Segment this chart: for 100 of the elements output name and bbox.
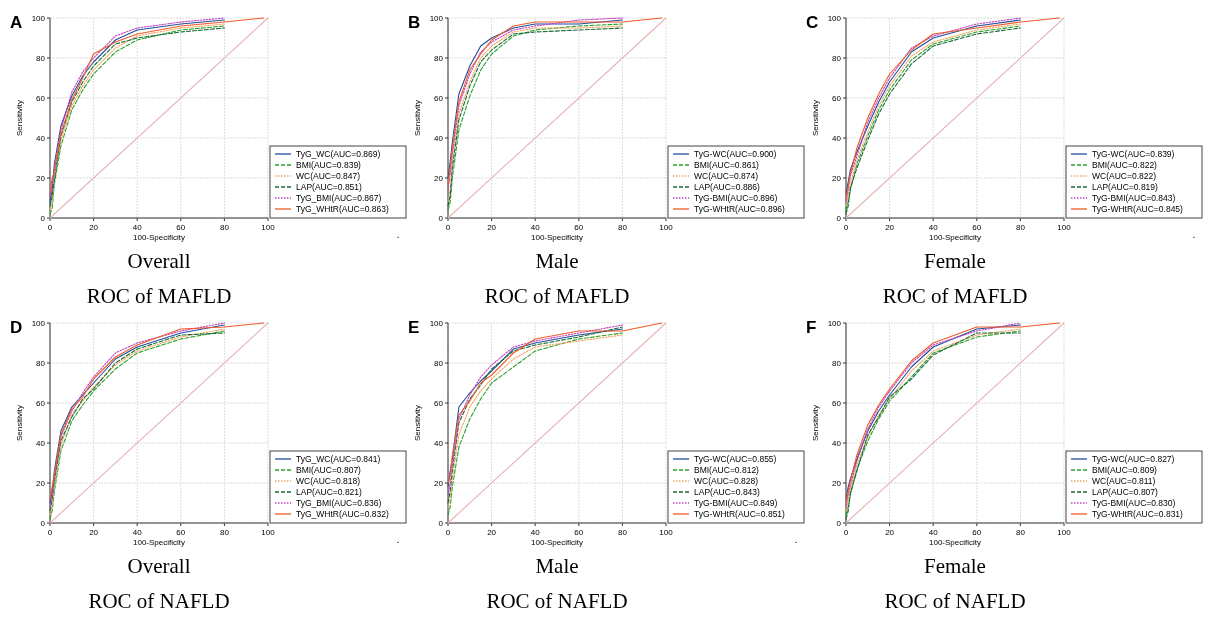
y-tick-label: 40 [434, 134, 444, 143]
x-tick-label: 0 [843, 528, 849, 537]
y-tick-label: 20 [434, 174, 444, 183]
y-tick-label: 100 [827, 319, 842, 328]
y-tick-label: 0 [438, 214, 444, 223]
legend-label: TyG-WC(AUC=0.900) [694, 149, 777, 159]
x-tick-label: 60 [972, 223, 982, 232]
x-tick-label: 40 [928, 223, 939, 232]
x-tick-label: 0 [843, 223, 849, 232]
y-tick-label: 40 [832, 134, 842, 143]
text: . [794, 534, 798, 545]
x-tick-label: 0 [47, 528, 53, 537]
text: Female [924, 554, 986, 578]
y-tick-label: 0 [40, 214, 46, 223]
x-tick-label: 20 [885, 223, 895, 232]
legend-label: BMI(AUC=0.839) [296, 160, 362, 170]
text: ROC of NAFLD [88, 589, 230, 613]
x-tick-label: 80 [1015, 223, 1026, 232]
x-tick-label: 20 [89, 528, 99, 537]
x-axis-title: 100-Specificity [132, 233, 186, 242]
y-tick-label: 0 [836, 214, 842, 223]
legend-label: WC(AUC=0.847) [296, 171, 361, 181]
legend-label: TyG-WHtR(AUC=0.896) [694, 204, 786, 214]
legend-label: BMI(AUC=0.809) [1092, 465, 1158, 475]
y-tick-label: 20 [36, 479, 46, 488]
legend-label: TyG_WHtR(AUC=0.863) [296, 204, 389, 214]
chart-title: A [10, 13, 23, 32]
x-tick-label: 100 [659, 528, 674, 537]
y-tick-label: 40 [36, 439, 46, 448]
x-tick-label: 60 [176, 528, 186, 537]
legend-label: TyG-WC(AUC=0.855) [694, 454, 777, 464]
legend-label: BMI(AUC=0.812) [694, 465, 760, 475]
legend-label: TyG_WC(AUC=0.841) [296, 454, 381, 464]
chart-title: F [806, 318, 817, 337]
legend-label: TyG-BMI(AUC=0.830) [1092, 498, 1176, 508]
x-tick-label: 20 [89, 223, 99, 232]
chart-title: E [408, 318, 420, 337]
y-axis-title: Sensitivity [811, 99, 820, 137]
legend-label: TyG-BMI(AUC=0.896) [694, 193, 778, 203]
x-tick-label: 80 [617, 528, 628, 537]
legend-label: BMI(AUC=0.861) [694, 160, 760, 170]
y-tick-label: 100 [31, 14, 46, 23]
y-axis-title: Sensitivity [15, 404, 24, 442]
x-tick-label: 60 [574, 528, 584, 537]
y-tick-label: 60 [36, 399, 46, 408]
y-tick-label: 80 [434, 54, 444, 63]
y-tick-label: 100 [31, 319, 46, 328]
x-tick-label: 20 [487, 528, 497, 537]
x-tick-label: 0 [445, 528, 451, 537]
y-tick-label: 20 [434, 479, 444, 488]
legend-label: TyG-WHtR(AUC=0.845) [1092, 204, 1184, 214]
legend-label: LAP(AUC=0.851) [296, 182, 363, 192]
text: Male [535, 249, 579, 273]
x-tick-label: 60 [176, 223, 186, 232]
y-tick-label: 20 [832, 174, 842, 183]
legend-label: TyG_BMI(AUC=0.867) [296, 193, 382, 203]
y-tick-label: 40 [36, 134, 46, 143]
legend-label: TyG_BMI(AUC=0.836) [296, 498, 382, 508]
text: ROC of MAFLD [86, 284, 232, 308]
x-tick-label: 40 [530, 528, 541, 537]
y-tick-label: 80 [434, 359, 444, 368]
x-tick-label: 80 [219, 223, 230, 232]
legend-label: LAP(AUC=0.843) [694, 487, 761, 497]
y-tick-label: 100 [827, 14, 842, 23]
x-tick-label: 80 [219, 528, 230, 537]
text: ROC of NAFLD [884, 589, 1026, 613]
y-tick-label: 60 [36, 94, 46, 103]
x-tick-label: 80 [617, 223, 628, 232]
legend-label: TyG_WC(AUC=0.869) [296, 149, 381, 159]
legend-label: WC(AUC=0.822) [1092, 171, 1157, 181]
line-series [447, 17, 663, 185]
x-tick-label: 40 [530, 223, 541, 232]
y-tick-label: 60 [434, 399, 444, 408]
y-tick-label: 60 [832, 399, 842, 408]
legend-label: TyG-WC(AUC=0.827) [1092, 454, 1175, 464]
y-tick-label: 0 [40, 519, 46, 528]
x-axis-title: 100-Specificity [928, 233, 982, 242]
y-tick-label: 60 [832, 94, 842, 103]
y-tick-label: 20 [36, 174, 46, 183]
y-tick-label: 100 [429, 319, 444, 328]
y-tick-label: 0 [836, 519, 842, 528]
y-tick-label: 80 [832, 359, 842, 368]
legend-label: LAP(AUC=0.821) [296, 487, 363, 497]
chart-title: B [408, 13, 421, 32]
x-tick-label: 100 [1057, 528, 1072, 537]
text: . [396, 229, 400, 240]
x-axis-title: 100-Specificity [132, 538, 186, 547]
legend-label: TyG-WHtR(AUC=0.851) [694, 509, 786, 519]
y-axis-title: Sensitivity [413, 404, 422, 442]
legend-label: BMI(AUC=0.822) [1092, 160, 1158, 170]
y-tick-label: 100 [429, 14, 444, 23]
x-tick-label: 100 [1057, 223, 1072, 232]
x-tick-label: 60 [574, 223, 584, 232]
x-tick-label: 40 [132, 528, 143, 537]
chart-title: C [806, 13, 819, 32]
legend-label: WC(AUC=0.874) [694, 171, 759, 181]
text: ROC of NAFLD [486, 589, 628, 613]
x-tick-label: 20 [487, 223, 497, 232]
text: Overall [127, 554, 191, 578]
x-tick-label: 60 [972, 528, 982, 537]
